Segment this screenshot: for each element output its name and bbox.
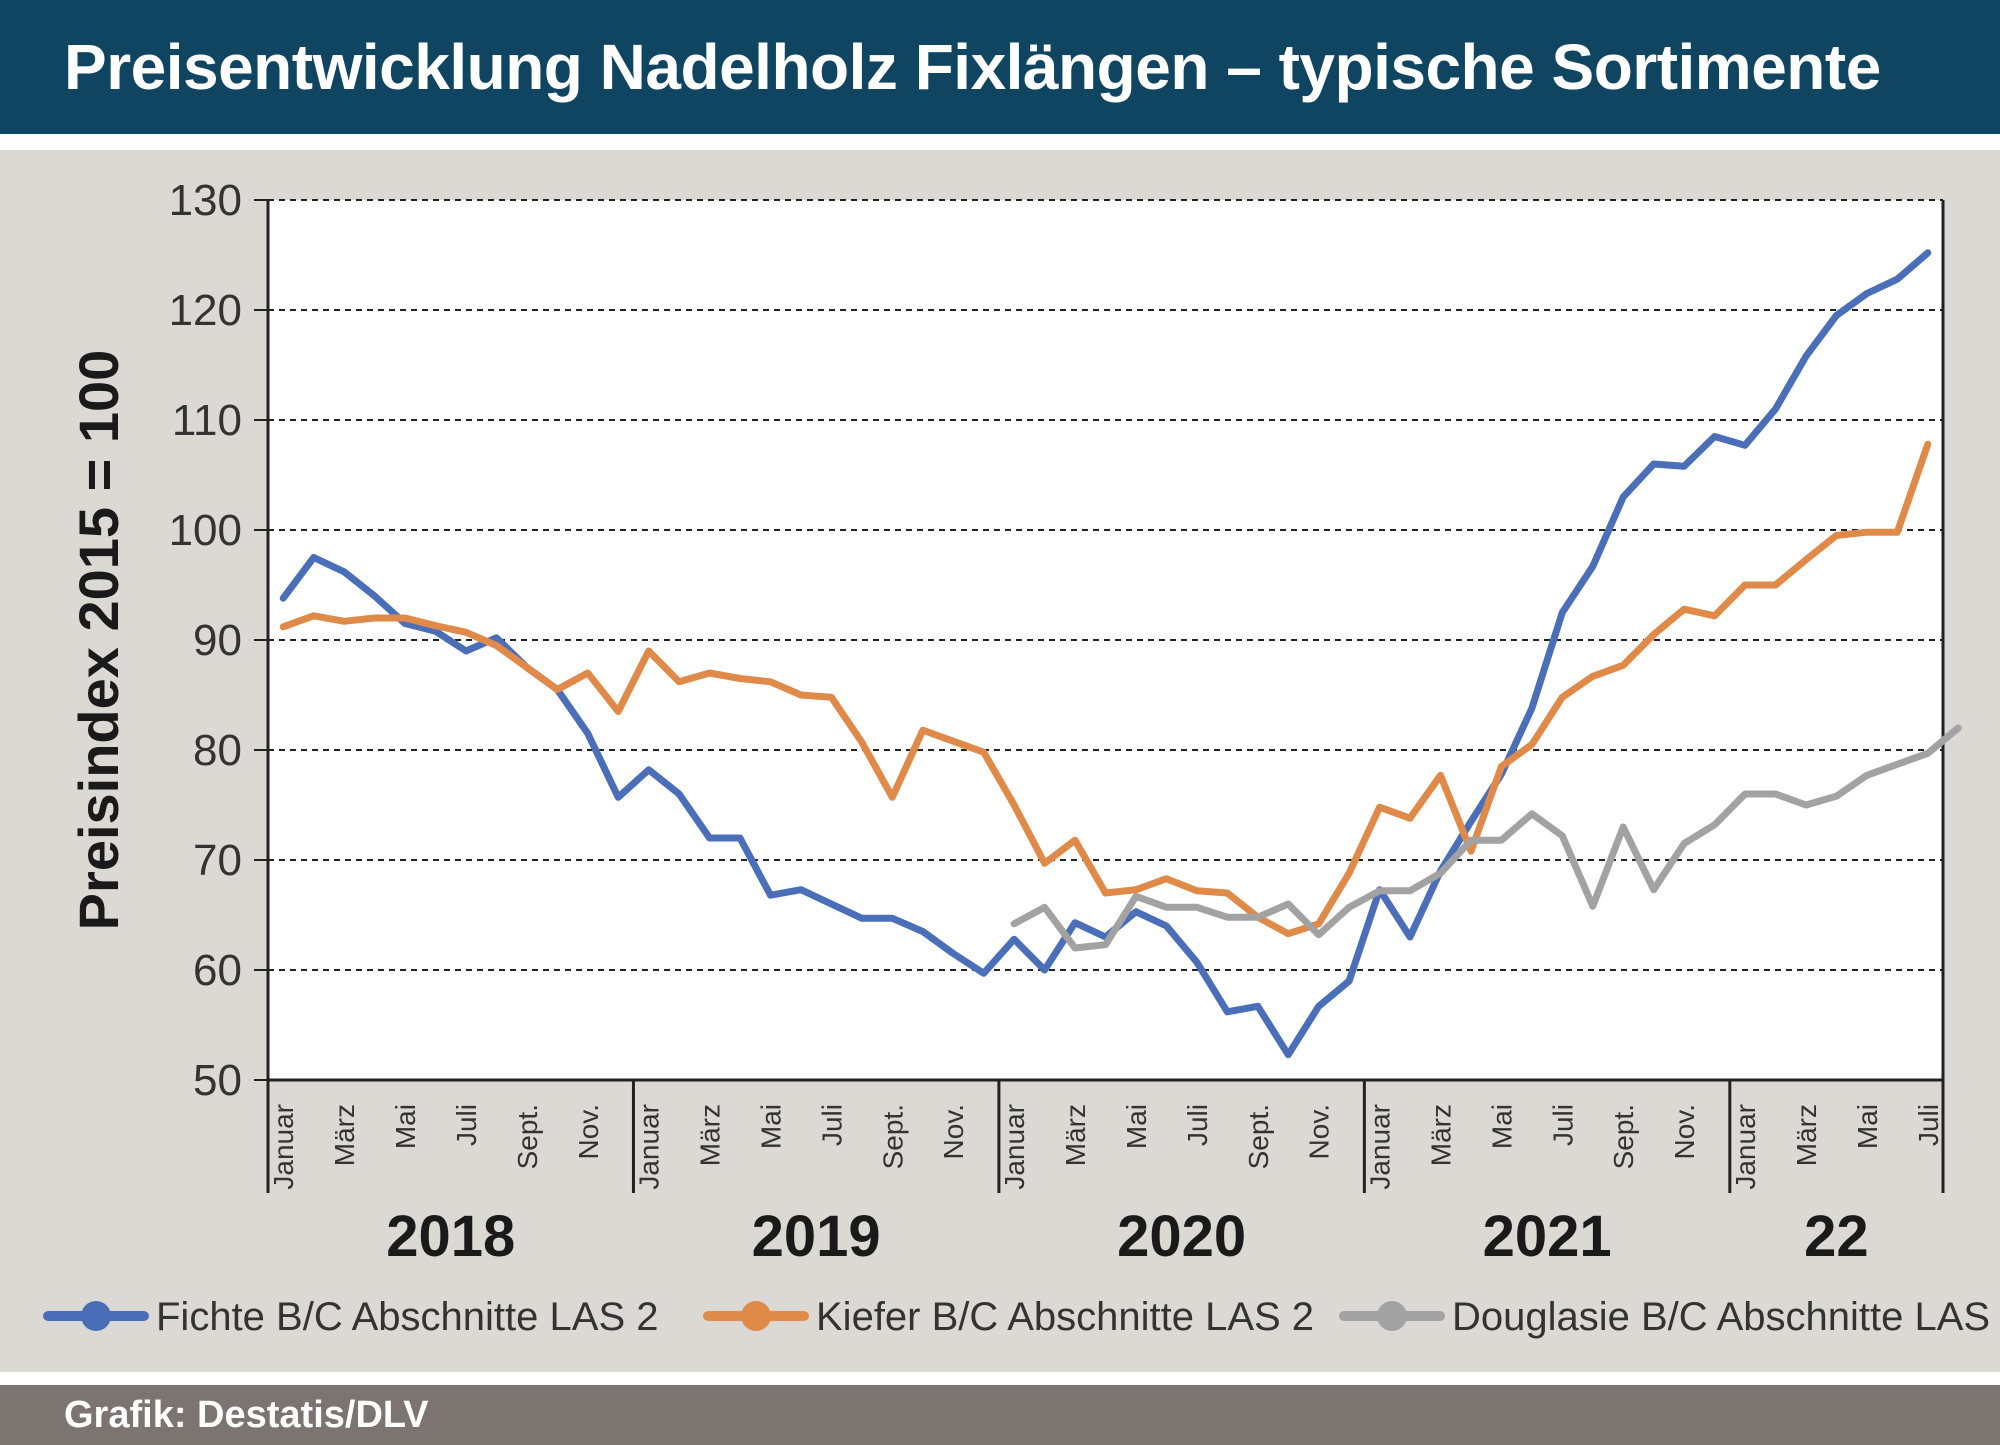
x-tick-label: Sept. (877, 1104, 908, 1169)
y-tick-label: 50 (193, 1056, 242, 1105)
x-tick-label: März (1426, 1104, 1457, 1166)
x-tick-label: Nov. (938, 1104, 969, 1160)
series-line-3 (1010, 724, 1962, 952)
x-tick-label: Januar (1730, 1104, 1761, 1190)
x-tick-label: Mai (1121, 1104, 1152, 1149)
x-tick-label: Mai (1486, 1104, 1517, 1149)
x-tick-label: Sept. (512, 1104, 543, 1169)
y-tick-label: 130 (169, 176, 242, 225)
legend-marker (741, 1301, 771, 1331)
x-tick-label: Januar (634, 1104, 665, 1190)
year-label: 2021 (1483, 1204, 1612, 1269)
x-tick-label: Juli (1913, 1104, 1944, 1146)
y-tick-label: 110 (172, 396, 242, 445)
x-tick-label: Januar (999, 1104, 1030, 1190)
x-tick-label: Mai (1852, 1104, 1883, 1149)
legend-marker (81, 1301, 111, 1331)
y-tick-label: 80 (193, 726, 242, 775)
x-tick-label: Mai (756, 1104, 787, 1149)
series-line-2 (279, 440, 1932, 938)
x-tick-label: März (1791, 1104, 1822, 1166)
source-credit: Grafik: Destatis/DLV (0, 1385, 2000, 1445)
year-label: 2018 (386, 1204, 515, 1269)
chart-title: Preisentwicklung Nadelholz Fixlängen – t… (0, 0, 2000, 134)
x-tick-label: Nov. (1304, 1104, 1335, 1160)
year-label: 2020 (1117, 1204, 1246, 1269)
x-tick-label: Mai (390, 1104, 421, 1149)
x-tick-label: März (695, 1104, 726, 1166)
x-tick-label: Juli (816, 1104, 847, 1146)
x-tick-label: Januar (268, 1104, 299, 1190)
legend-label: Douglasie B/C Abschnitte LAS 2 (1452, 1295, 2000, 1339)
y-tick-label: 70 (193, 836, 242, 885)
year-label: 22 (1804, 1204, 1869, 1269)
x-tick-label: Nov. (573, 1104, 604, 1160)
y-tick-label: 120 (169, 286, 242, 335)
year-label: 2019 (752, 1204, 881, 1269)
x-tick-label: Juli (1547, 1104, 1578, 1146)
x-tick-label: Juli (451, 1104, 482, 1146)
x-tick-label: Juli (1182, 1104, 1213, 1146)
legend-label: Kiefer B/C Abschnitte LAS 2 (816, 1295, 1314, 1339)
y-tick-label: 90 (193, 616, 242, 665)
x-tick-label: März (329, 1104, 360, 1166)
x-tick-label: Januar (1365, 1104, 1396, 1190)
legend-marker (1377, 1301, 1407, 1331)
y-axis-title: Preisindex 2015 = 100 (67, 350, 130, 931)
x-tick-label: Sept. (1243, 1104, 1274, 1169)
x-tick-label: Sept. (1608, 1104, 1639, 1169)
x-tick-label: Nov. (1669, 1104, 1700, 1160)
y-tick-label: 100 (169, 506, 242, 555)
y-tick-label: 60 (193, 946, 242, 995)
legend-label: Fichte B/C Abschnitte LAS 2 (156, 1295, 658, 1339)
x-tick-label: März (1060, 1104, 1091, 1166)
